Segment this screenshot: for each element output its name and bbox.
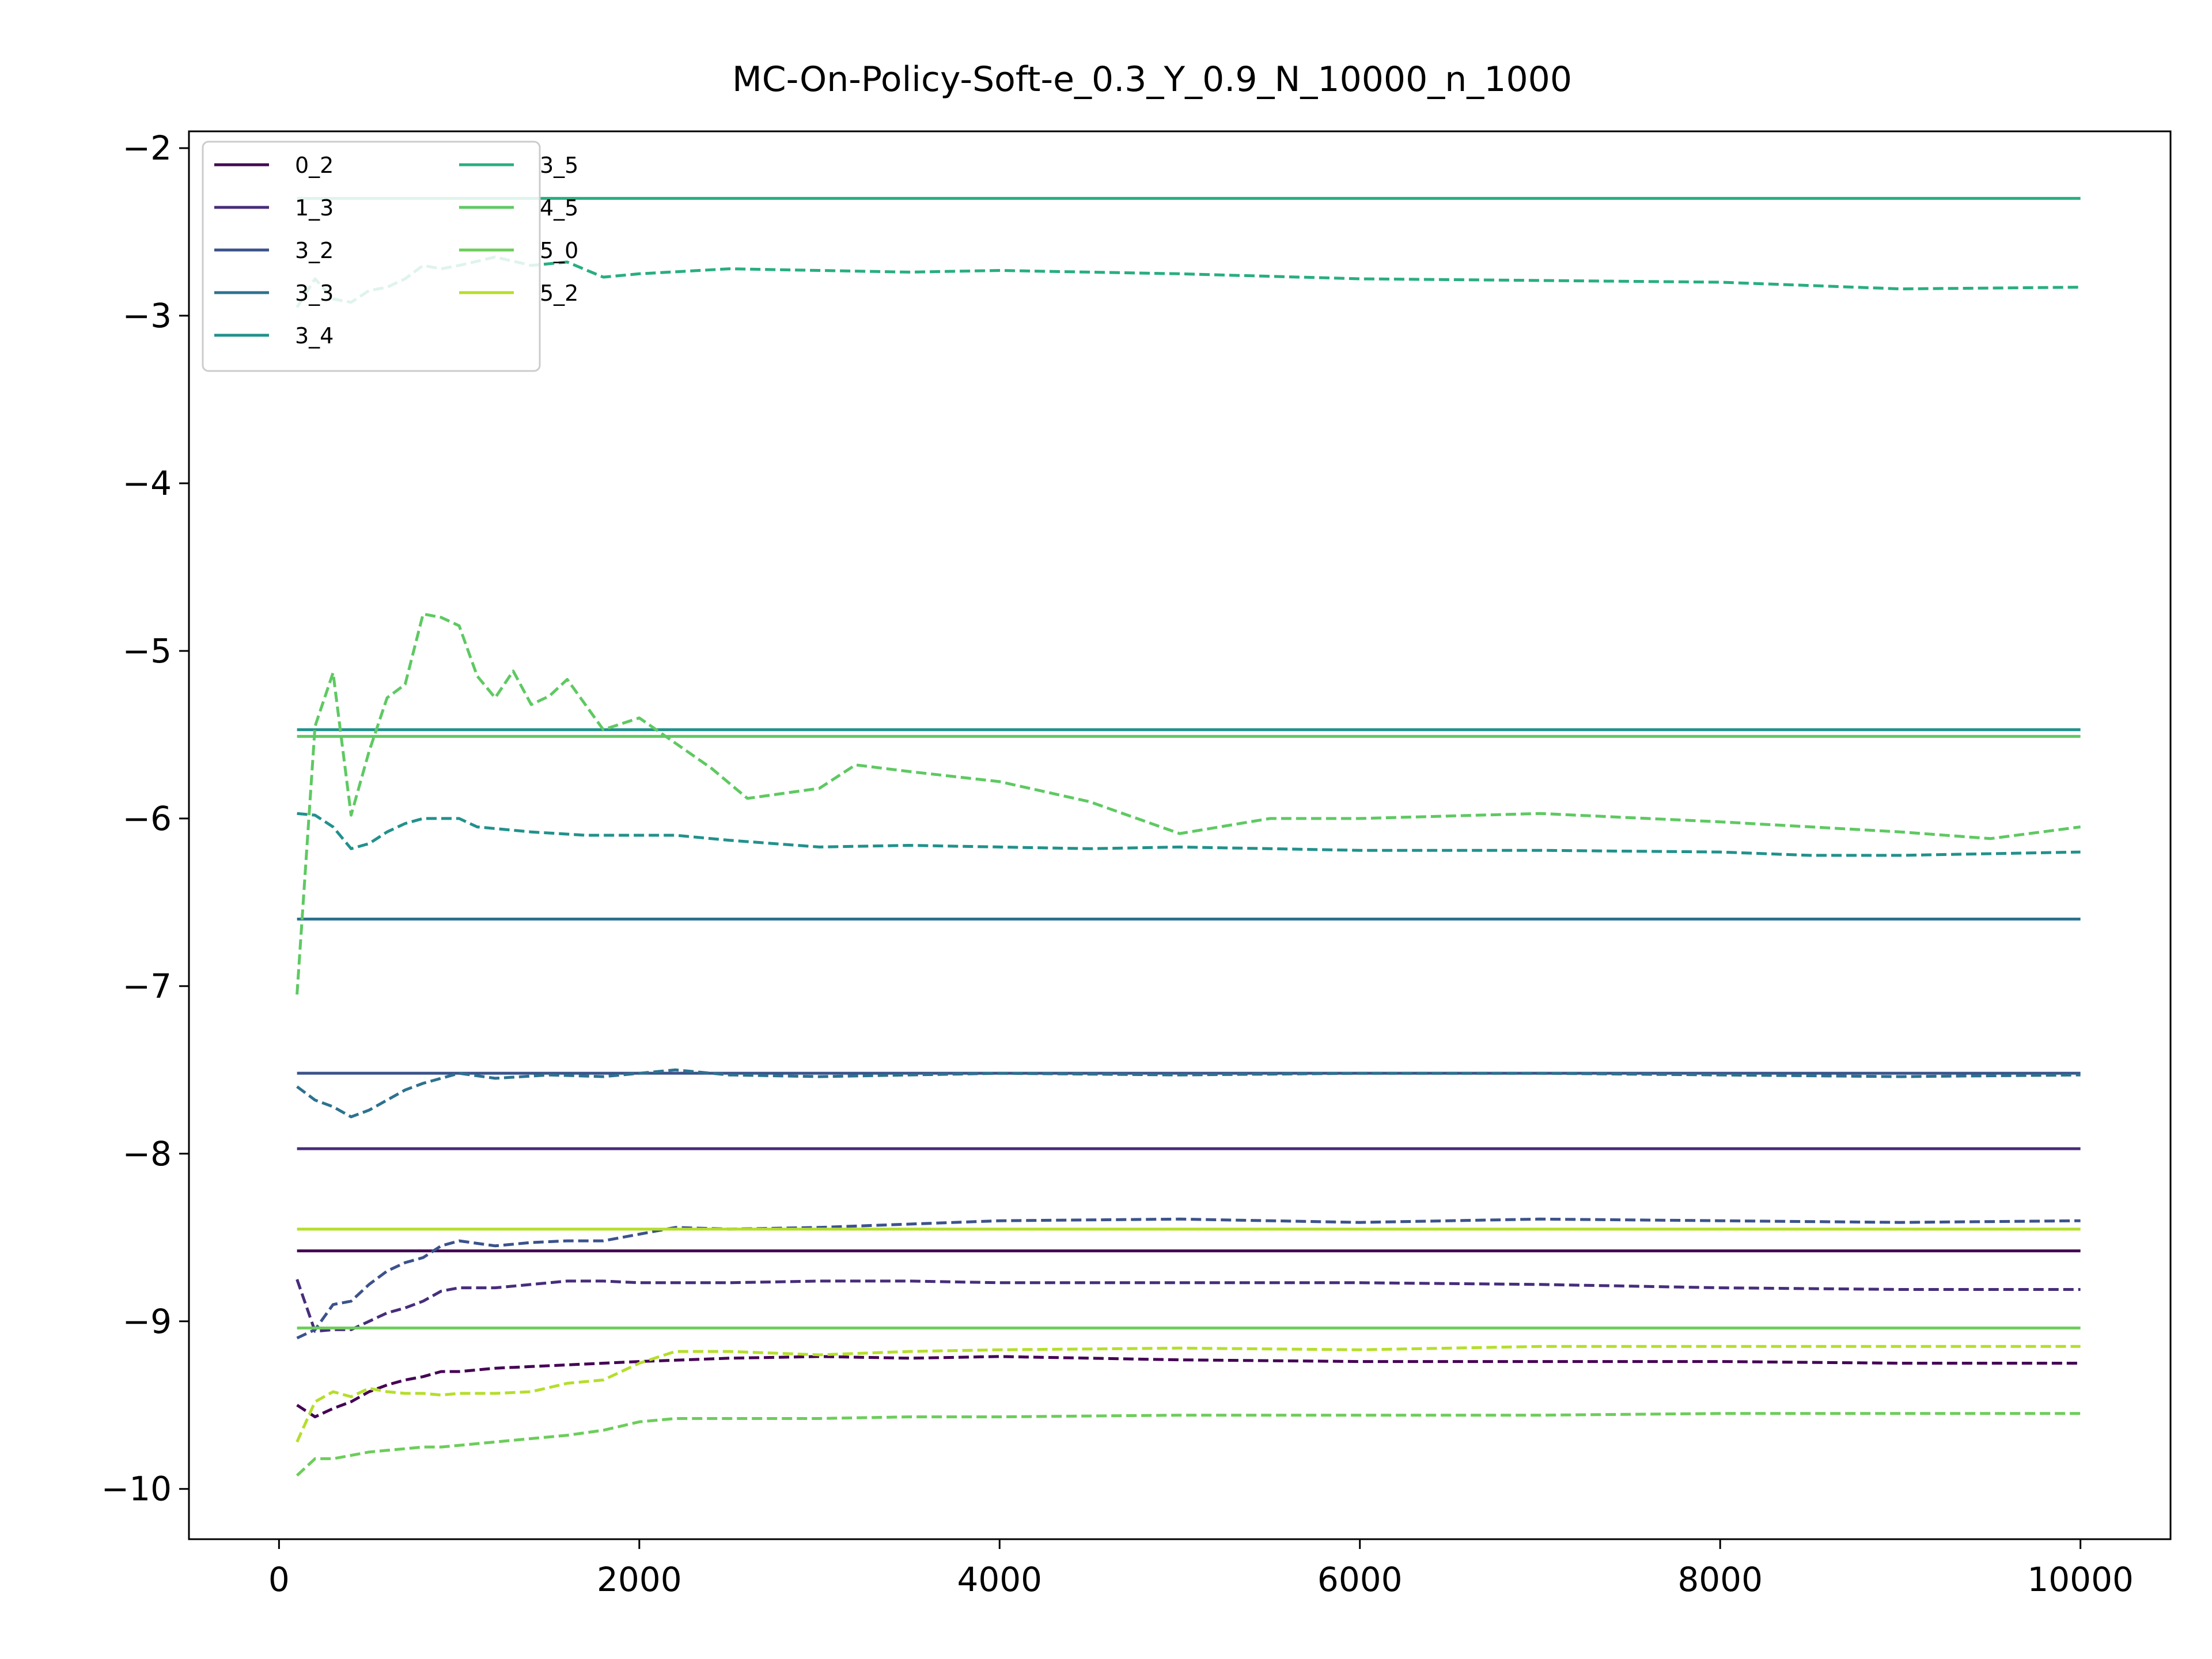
series-0_2-estimate-line [296, 1355, 2081, 1419]
series-5_2-estimate-line [296, 1344, 2081, 1443]
legend-label-0_2: 0_2 [295, 153, 334, 178]
x-tick-label: 6000 [1317, 1560, 1403, 1599]
series-5_0-estimate-line [296, 1412, 2081, 1477]
legend-label-3_2: 3_2 [295, 238, 334, 263]
y-tick-label: −4 [123, 464, 172, 503]
legend: 0_2 1_3 3_2 3_3 3_4 3_5 4_5 5_0 5_2 [202, 141, 578, 372]
axes-frame [188, 130, 2172, 1540]
y-tick-label: −9 [123, 1302, 172, 1341]
x-tick-label: 4000 [957, 1560, 1042, 1599]
chart-title: MC-On-Policy-Soft-e_0.3_Y_0.9_N_10000_n_… [732, 59, 1572, 100]
legend-label-4_5: 4_5 [540, 195, 578, 221]
series-3_4-estimate-line [297, 812, 2081, 857]
y-tick-label: −5 [123, 631, 172, 671]
legend-box [202, 141, 541, 372]
series-3_5-estimate-line [296, 255, 2081, 308]
y-tick-label: −7 [123, 967, 172, 1006]
legend-label-3_4: 3_4 [295, 323, 334, 349]
x-tick-label: 2000 [597, 1560, 682, 1599]
legend-label-5_2: 5_2 [540, 281, 578, 306]
y-tick-label: −10 [101, 1469, 172, 1509]
plot-area [296, 196, 2081, 1477]
series-3_2-estimate-line [296, 1217, 2081, 1340]
legend-label-5_0: 5_0 [540, 238, 578, 263]
axes: 0 2000 4000 6000 8000 10000 −2 −3 −4 −5 −6 −7 −8 −9 −1… [101, 128, 2172, 1599]
legend-label-3_3: 3_3 [295, 281, 334, 306]
x-tick-label: 8000 [1677, 1560, 1763, 1599]
legend-label-1_3: 1_3 [295, 195, 334, 221]
series-1_3-estimate-line [296, 1279, 2081, 1333]
y-tick-label: −3 [123, 296, 172, 335]
x-tick-label: 10000 [2027, 1560, 2134, 1599]
series-3_3-estimate-line [296, 1068, 2081, 1119]
y-tick-label: −6 [123, 799, 172, 838]
legend-label-3_5: 3_5 [540, 153, 578, 178]
series-4_5-estimate-line [296, 612, 2081, 995]
x-tick-label: 0 [268, 1560, 290, 1599]
y-tick-label: −2 [123, 128, 172, 168]
y-tick-label: −8 [123, 1134, 172, 1173]
